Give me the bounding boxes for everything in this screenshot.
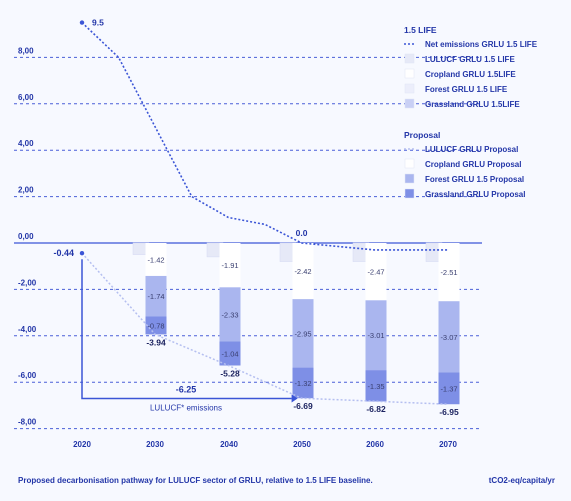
legend-item: LULUCF GRLU Proposal (425, 145, 518, 154)
legend-item: Forest GRLU 1.5 LIFE (425, 85, 508, 94)
bar-grassland-proposal (292, 367, 314, 399)
cropland-value-label: -2.51 (440, 268, 457, 277)
y-tick-label: 2,00 (18, 186, 34, 195)
legend-swatch (404, 53, 415, 64)
point-start-proposal (79, 251, 85, 256)
forest-value-label: -1.74 (147, 292, 164, 301)
cropland-value-label: -2.47 (367, 268, 384, 277)
forest-value-label: -2.33 (221, 310, 238, 319)
legend-item: Net emissions GRLU 1.5 LIFE (425, 40, 538, 49)
legend-title-proposal: Proposal (404, 130, 440, 140)
total-value-label: -3.94 (146, 337, 166, 347)
legend-item: Grassland GRLU 1.5LIFE (425, 100, 520, 109)
bar-cropland-proposal (365, 243, 387, 301)
cropland-value-label: -1.91 (221, 261, 238, 270)
annotation-value: -6.25 (176, 384, 197, 394)
legend-swatch (404, 83, 415, 94)
y-tick-label: -6,00 (18, 371, 37, 380)
footer-units: tCO2-eq/capita/yr (489, 476, 555, 485)
grassland-value-label: -1.37 (440, 384, 457, 393)
y-tick-label: -4,00 (18, 325, 37, 334)
bar-forest-proposal (219, 287, 241, 342)
grassland-value-label: -1.35 (367, 382, 384, 391)
x-tick-label: 2060 (366, 440, 384, 449)
grassland-value-label: -1.04 (221, 349, 238, 358)
x-tick-label: 2020 (73, 440, 91, 449)
bar-cropland-proposal (438, 243, 460, 302)
forest-value-label: -2.95 (294, 329, 311, 338)
legend-item: Grassland GRLU Proposal (425, 190, 525, 199)
point-start-1p5 (79, 20, 85, 25)
line-net-emissions-1p5 (81, 22, 448, 251)
x-tick-label: 2040 (220, 440, 238, 449)
point-label-start-1p5: 9.5 (92, 18, 104, 28)
total-value-label: -6.95 (439, 407, 459, 417)
point-label-zero-2050: 0.0 (296, 228, 308, 238)
legend-title-1p5: 1.5 LIFE (404, 25, 437, 35)
bar-forest-proposal (365, 300, 387, 371)
forest-value-label: -3.01 (367, 331, 384, 340)
line-lulucf-proposal (81, 252, 449, 405)
legend-swatch (404, 188, 415, 199)
cropland-value-label: -2.42 (294, 267, 311, 276)
bar-grassland-proposal (219, 341, 241, 366)
total-value-label: -6.82 (366, 404, 386, 414)
y-tick-label: 0,00 (18, 232, 34, 241)
bar-forest-proposal (292, 299, 314, 368)
legend-item: Cropland GRLU 1.5LIFE (425, 70, 516, 79)
bar-grassland-proposal (145, 316, 167, 335)
y-tick-label: 4,00 (18, 139, 34, 148)
legend-swatch (404, 68, 415, 79)
bar-grassland-proposal (438, 372, 460, 405)
y-tick-label: -2,00 (18, 278, 37, 287)
y-tick-label: -8,00 (18, 418, 37, 427)
cropland-value-label: -1.42 (147, 255, 164, 264)
grassland-value-label: -1.32 (294, 379, 311, 388)
x-tick-label: 2050 (293, 440, 311, 449)
legend-swatch (404, 98, 415, 109)
total-value-label: -6.69 (293, 401, 313, 411)
bar-cropland-proposal (145, 243, 167, 276)
bar-cropland-proposal (292, 243, 314, 300)
legend-item: Cropland GRLU Proposal (425, 160, 521, 169)
footer-caption: Proposed decarbonisation pathway for LUL… (18, 476, 373, 485)
point-label-start-proposal: -0.44 (53, 248, 74, 258)
legend-swatch (404, 158, 415, 169)
x-tick-label: 2030 (146, 440, 164, 449)
forest-value-label: -3.07 (440, 333, 457, 342)
y-tick-label: 8,00 (18, 46, 34, 55)
bar-grassland-proposal (365, 370, 387, 402)
legend-item: Forest GRLU 1.5 Proposal (425, 175, 524, 184)
annotation-bracket (81, 259, 292, 400)
total-value-label: -5.28 (220, 368, 240, 378)
legend-item: LULUCF GRLU 1.5 LIFE (425, 55, 515, 64)
bar-cropland-proposal (219, 243, 241, 288)
y-tick-label: 6,00 (18, 93, 34, 102)
legend-swatch (404, 173, 415, 184)
grassland-value-label: -0.78 (147, 321, 164, 330)
bar-forest-proposal (145, 275, 167, 317)
annotation-label: LULUCF* emissions (150, 403, 222, 412)
bar-forest-proposal (438, 301, 460, 373)
annotation-arrowhead (291, 394, 298, 403)
x-tick-label: 2070 (439, 440, 457, 449)
